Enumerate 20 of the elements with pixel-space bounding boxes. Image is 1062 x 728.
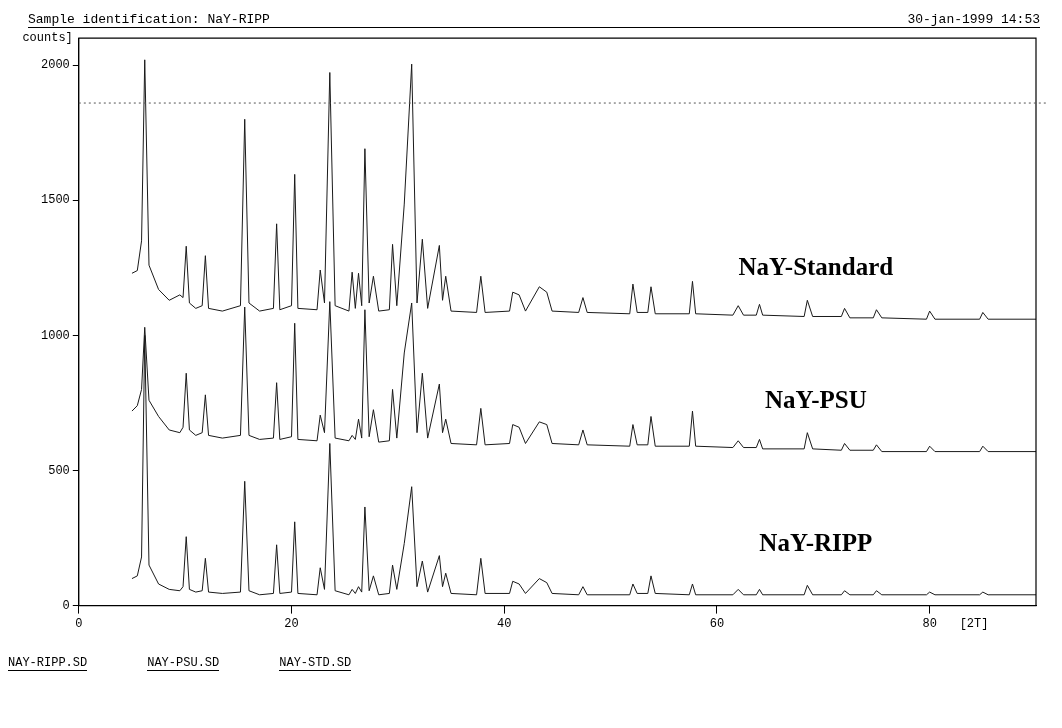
chart-title: Sample identification: NaY-RIPP xyxy=(28,12,270,27)
y-tick-label: 1000 xyxy=(40,328,70,343)
x-tick-label: 0 xyxy=(75,616,83,631)
x-tick-label: 20 xyxy=(284,616,299,631)
series-label: NaY-RIPP xyxy=(759,528,873,556)
y-tick-label: 1500 xyxy=(40,193,70,208)
y-tick-label: 0 xyxy=(62,598,70,613)
x-axis-title: [2T] xyxy=(959,616,989,631)
x-tick-label: 80 xyxy=(922,616,937,631)
x-tick-label: 40 xyxy=(497,616,512,631)
series-label: NaY-Standard xyxy=(738,253,894,281)
series-label: NaY-PSU xyxy=(764,385,867,413)
text: NAY-STD.SD xyxy=(279,656,352,671)
x-tick-label: 60 xyxy=(709,616,725,631)
y-tick-label: 2000 xyxy=(40,58,70,73)
text: NAY-RIPP.SD xyxy=(8,656,88,671)
chart-subtitle: 30-jan-1999 14:53 xyxy=(907,12,1040,27)
y-tick-label: 500 xyxy=(48,463,70,478)
y-axis-title: counts] xyxy=(22,31,73,46)
text: NAY-PSU.SD xyxy=(147,656,220,671)
